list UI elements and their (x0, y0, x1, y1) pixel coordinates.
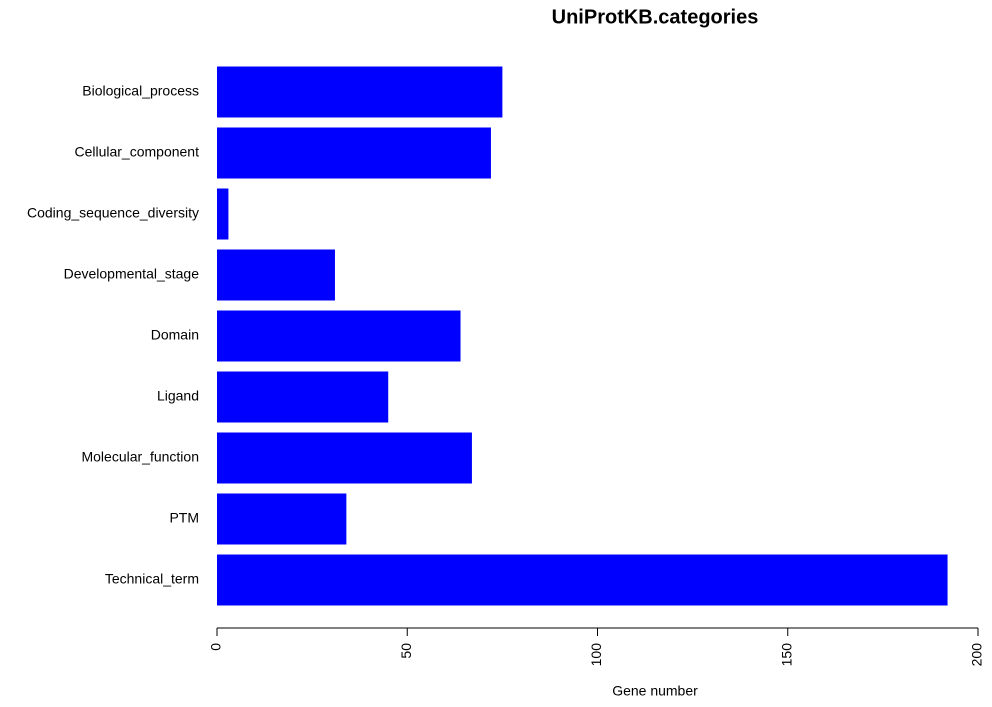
y-tick-label: Coding_sequence_diversity (27, 205, 199, 221)
y-tick-label: Domain (151, 327, 199, 343)
bar (217, 493, 347, 545)
y-tick-label: Biological_process (82, 83, 199, 99)
bar (217, 249, 335, 301)
bar (217, 371, 389, 423)
bar (217, 127, 491, 179)
bar (217, 188, 229, 240)
y-tick-label: Technical_term (105, 571, 199, 587)
y-tick-label: Cellular_component (74, 144, 199, 160)
x-tick-label: 0 (208, 643, 224, 651)
y-tick-label: Developmental_stage (64, 266, 200, 282)
x-tick-label: 50 (398, 643, 414, 659)
x-tick-label: 100 (588, 643, 604, 667)
bar (217, 310, 461, 362)
y-tick-label: Molecular_function (81, 449, 199, 465)
x-tick-label: 150 (778, 643, 794, 667)
x-axis-label: Gene number (612, 683, 698, 699)
bar (217, 66, 503, 118)
x-tick-label: 200 (969, 643, 985, 667)
bar (217, 554, 948, 606)
bar (217, 432, 472, 484)
y-tick-label: Ligand (157, 388, 199, 404)
chart-title: UniProtKB.categories (552, 6, 759, 28)
y-tick-label: PTM (169, 510, 199, 526)
